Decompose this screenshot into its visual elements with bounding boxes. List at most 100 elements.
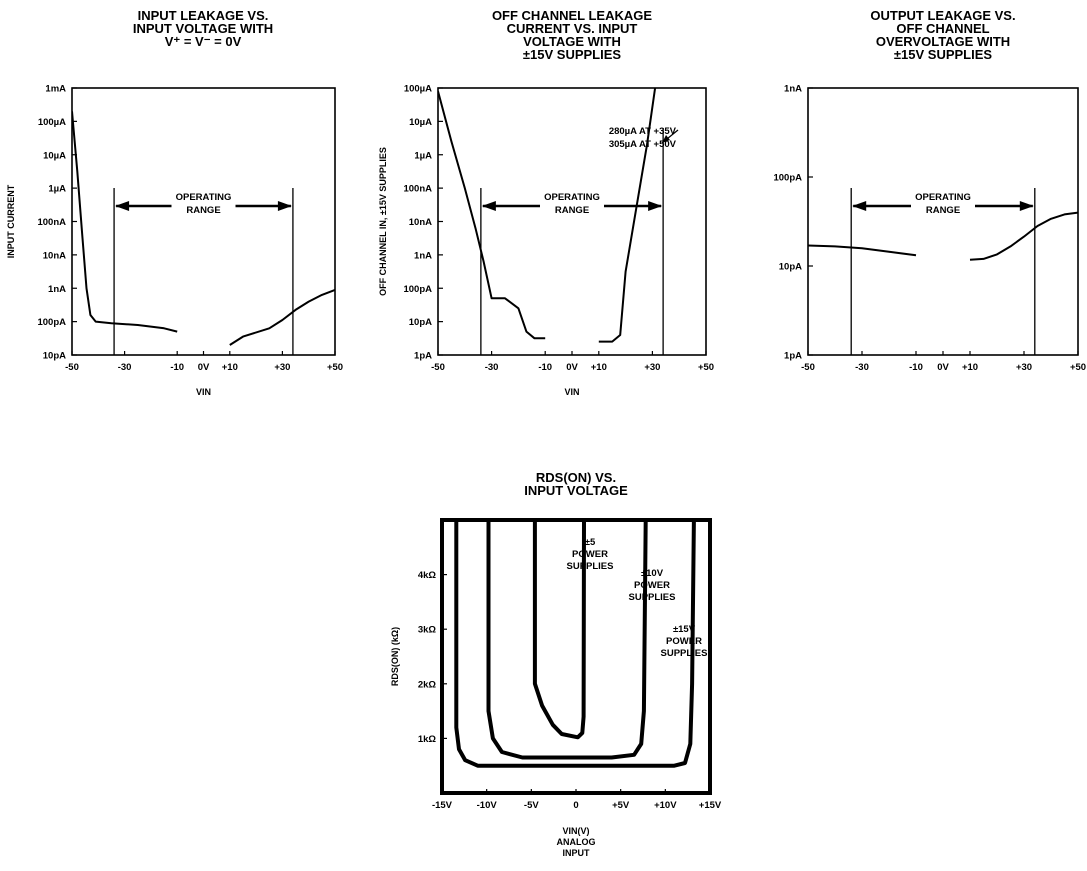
supply-annotation: POWER <box>572 549 608 560</box>
x-tick-label: +50 <box>327 362 343 373</box>
y-tick-label: 10nA <box>409 217 432 228</box>
series-line-3 <box>532 520 586 740</box>
series-line-2 <box>969 211 1078 261</box>
operating-range-label: RANGE <box>926 205 960 216</box>
series-line-2 <box>229 288 335 346</box>
y-tick-label: 10nA <box>43 250 66 261</box>
x-tick-label: -50 <box>431 362 445 373</box>
y-tick-label: 100µA <box>404 84 432 95</box>
supply-annotation: SUPPLIES <box>661 648 708 659</box>
x-tick-label: -30 <box>118 362 132 373</box>
y-tick-label: 100nA <box>403 184 432 195</box>
y-tick-label: 1kΩ <box>418 734 437 745</box>
supply-annotation: ±10V <box>641 568 664 579</box>
x-tick-label: +10 <box>591 362 607 373</box>
series-line-1 <box>454 520 696 768</box>
x-tick-label: -50 <box>65 362 79 373</box>
chart-title-line: ±15V SUPPLIES <box>523 47 622 62</box>
y-tick-label: 4kΩ <box>418 570 437 581</box>
x-axis-label: ANALOG <box>557 837 596 847</box>
x-axis-label: VIN <box>564 387 579 397</box>
arrowhead-left <box>115 201 130 211</box>
x-tick-label: -30 <box>855 362 869 373</box>
y-tick-label: 10pA <box>779 262 802 273</box>
arrowhead-left <box>852 201 867 211</box>
chart-title-line: INPUT LEAKAGE VS. <box>138 8 269 23</box>
chart-3: OUTPUT LEAKAGE VS.OFF CHANNELOVERVOLTAGE… <box>773 8 1086 373</box>
x-tick-label: -10V <box>477 800 498 811</box>
supply-annotation: POWER <box>634 580 670 591</box>
series-line-1 <box>438 91 546 340</box>
y-tick-label: 2kΩ <box>418 679 437 690</box>
chart-title-line: INPUT VOLTAGE <box>524 483 628 498</box>
x-tick-label: -10 <box>538 362 552 373</box>
x-tick-label: -10 <box>909 362 923 373</box>
y-tick-label: 10pA <box>43 351 66 362</box>
x-axis-label: INPUT <box>563 848 591 858</box>
y-tick-label: 100pA <box>403 284 432 295</box>
operating-range-label: OPERATING <box>544 192 600 203</box>
y-tick-label: 1mA <box>45 84 66 95</box>
operating-range-label: OPERATING <box>176 192 232 203</box>
y-tick-label: 10pA <box>409 317 432 328</box>
x-tick-label: 0V <box>937 362 949 373</box>
x-tick-label: +50 <box>698 362 714 373</box>
x-tick-label: +10 <box>222 362 238 373</box>
y-axis-label: RDS(ON) (kΩ) <box>390 627 400 686</box>
y-tick-label: 1pA <box>414 351 432 362</box>
chart-title-line: OVERVOLTAGE WITH <box>876 34 1010 49</box>
y-tick-label: 1nA <box>414 250 432 261</box>
supply-annotation: SUPPLIES <box>567 561 614 572</box>
y-tick-label: 100pA <box>37 317 66 328</box>
chart-title-line: INPUT VOLTAGE WITH <box>133 21 273 36</box>
y-tick-label: 1pA <box>784 351 802 362</box>
annotation-arrowhead <box>662 135 670 143</box>
arrowhead-left <box>481 201 496 211</box>
x-tick-label: +10 <box>962 362 978 373</box>
chart-title-line: RDS(ON) VS. <box>536 470 616 485</box>
series-line-2 <box>486 520 648 760</box>
chart-title-line: OFF CHANNEL LEAKAGE <box>492 8 652 23</box>
arrowhead-right <box>648 201 663 211</box>
plot-frame <box>807 87 1079 356</box>
operating-range-label: RANGE <box>186 205 220 216</box>
y-tick-label: 3kΩ <box>418 625 437 636</box>
y-tick-label: 10µA <box>43 150 66 161</box>
x-tick-label: -5V <box>524 800 539 811</box>
supply-annotation: ±5 <box>585 537 596 548</box>
annotation-280ua: 280µA AT +35V <box>609 126 677 137</box>
x-tick-label: +30 <box>1016 362 1032 373</box>
chart-title-line: ±15V SUPPLIES <box>894 47 993 62</box>
supply-annotation: ±15V <box>673 624 696 635</box>
x-tick-label: +50 <box>1070 362 1086 373</box>
chart-title-line: OFF CHANNEL <box>896 21 989 36</box>
y-tick-label: 1nA <box>48 284 66 295</box>
series-line-1 <box>808 244 917 257</box>
operating-range-label: OPERATING <box>915 192 971 203</box>
arrowhead-right <box>1019 201 1034 211</box>
chart-title-line: VOLTAGE WITH <box>523 34 621 49</box>
arrowhead-right <box>277 201 292 211</box>
x-tick-label: -10 <box>170 362 184 373</box>
chart-4: RDS(ON) VS.INPUT VOLTAGE 1kΩ 2kΩ 3kΩ 4kΩ -15V… <box>390 470 722 858</box>
x-tick-label: -15V <box>432 800 453 811</box>
supply-annotation: SUPPLIES <box>629 592 676 603</box>
x-tick-label: +15V <box>699 800 722 811</box>
y-tick-label: 10µA <box>409 117 432 128</box>
chart-title-line: OUTPUT LEAKAGE VS. <box>870 8 1015 23</box>
x-tick-label: -30 <box>485 362 499 373</box>
operating-range-label: RANGE <box>555 205 589 216</box>
y-tick-label: 100pA <box>773 173 802 184</box>
series-line-1 <box>72 111 178 333</box>
x-tick-label: 0V <box>198 362 210 373</box>
y-tick-label: 1nA <box>784 84 802 95</box>
x-axis-label: VIN <box>196 387 211 397</box>
y-axis-label: INPUT CURRENT <box>6 184 16 258</box>
x-tick-label: +5V <box>612 800 630 811</box>
y-tick-label: 100nA <box>37 217 66 228</box>
y-tick-label: 1µA <box>48 184 66 195</box>
x-tick-label: +30 <box>274 362 290 373</box>
